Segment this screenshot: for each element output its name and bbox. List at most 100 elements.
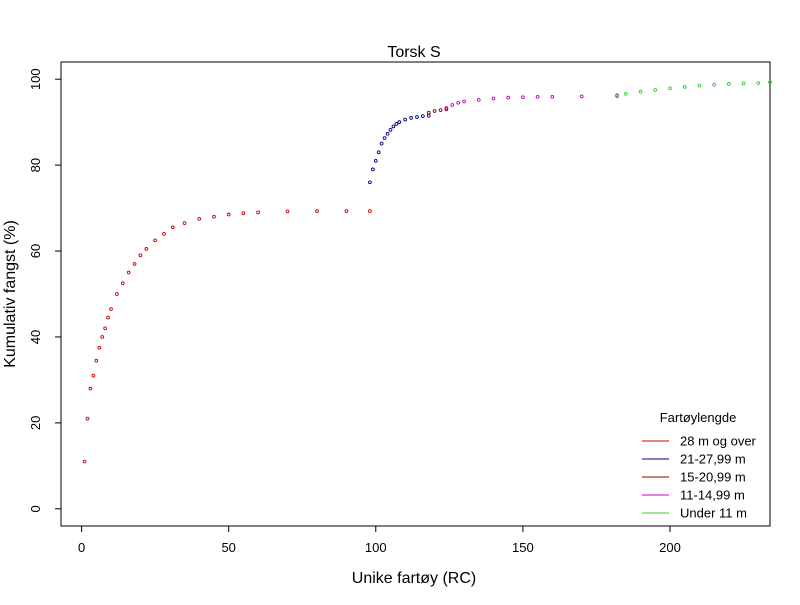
data-point: [403, 117, 408, 122]
data-point: [579, 94, 584, 99]
x-tick-label: 50: [221, 540, 235, 555]
data-point: [376, 150, 381, 155]
series-0: [82, 209, 372, 464]
x-tick-label: 100: [365, 540, 387, 555]
y-tick-label: 20: [28, 416, 43, 430]
data-point: [615, 93, 619, 97]
y-tick-label: 60: [28, 244, 43, 258]
data-point: [444, 106, 449, 110]
data-point: [138, 253, 143, 258]
data-point: [91, 373, 96, 378]
data-point: [456, 100, 461, 105]
data-point: [623, 91, 628, 96]
data-point: [653, 88, 658, 92]
data-point: [285, 209, 290, 214]
data-point: [100, 335, 105, 339]
data-point: [88, 386, 93, 391]
data-point: [415, 115, 419, 119]
data-point: [382, 136, 387, 140]
data-point: [162, 232, 166, 236]
series-3: [444, 94, 619, 110]
data-point: [438, 108, 443, 112]
data-point: [768, 80, 772, 85]
data-point: [462, 99, 466, 104]
data-point: [379, 141, 384, 146]
data-point: [212, 214, 216, 219]
data-point: [97, 345, 102, 350]
legend-label: 11-14,99 m: [680, 488, 745, 503]
x-tick-label: 150: [512, 540, 534, 555]
data-point: [385, 131, 390, 136]
data-point: [241, 211, 246, 216]
data-point: [82, 459, 87, 464]
y-axis-title: Kumulativ fangst (%): [2, 220, 19, 368]
x-axis-title: Unike fartøy (RC): [352, 570, 476, 587]
legend: Fartøylengde 28 m og over 21-27,99 m 15-20…: [642, 410, 757, 521]
data-point: [391, 124, 396, 129]
legend-title: Fartøylengde: [660, 410, 737, 425]
data-point: [226, 212, 231, 217]
data-point: [712, 82, 716, 87]
data-point: [109, 307, 113, 311]
data-point: [368, 209, 372, 213]
data-point: [144, 247, 149, 251]
data-point: [638, 89, 643, 94]
data-point: [450, 103, 455, 107]
series-4: [615, 80, 772, 97]
legend-label: Under 11 m: [680, 506, 747, 521]
data-point: [756, 81, 761, 85]
data-point: [476, 97, 481, 102]
data-point: [106, 315, 110, 320]
data-point: [726, 82, 731, 86]
data-point: [315, 209, 319, 213]
data-point: [506, 95, 511, 100]
data-point: [432, 109, 437, 113]
data-series: [82, 80, 772, 464]
data-point: [85, 416, 90, 421]
data-point: [426, 110, 431, 115]
plot-frame: [60, 61, 771, 527]
data-point: [394, 122, 399, 126]
legend-label: 21-27,99 m: [680, 452, 746, 467]
series-1: [368, 113, 431, 185]
data-point: [521, 95, 525, 100]
data-point: [344, 209, 349, 213]
data-point: [668, 86, 672, 91]
series-2: [426, 107, 449, 115]
data-point: [397, 120, 402, 124]
data-point: [126, 270, 131, 275]
legend-items: 28 m og over 21-27,99 m 15-20,99 m 11-14,99…: [642, 434, 757, 521]
x-axis: 0 50 100 150 200: [78, 526, 681, 555]
data-point: [741, 81, 746, 86]
legend-label: 15-20,99 m: [680, 470, 746, 485]
data-point: [373, 158, 378, 163]
data-point: [491, 96, 496, 101]
data-point: [132, 262, 137, 266]
data-point: [444, 107, 449, 112]
data-point: [153, 238, 157, 243]
y-axis: 0 20 40 60 80 100: [28, 68, 61, 512]
y-tick-label: 0: [28, 505, 43, 512]
data-point: [697, 83, 702, 88]
data-point: [388, 128, 393, 132]
data-point: [535, 94, 540, 99]
x-tick-label: 0: [78, 540, 85, 555]
data-point: [94, 358, 99, 363]
data-point: [115, 292, 119, 296]
legend-label: 28 m og over: [680, 434, 757, 449]
data-point: [368, 180, 372, 185]
y-tick-label: 40: [28, 330, 43, 344]
data-point: [421, 114, 425, 118]
data-point: [120, 281, 125, 286]
data-point: [170, 225, 175, 230]
y-tick-label: 80: [28, 158, 43, 172]
x-tick-label: 200: [659, 540, 681, 555]
data-point: [182, 221, 187, 225]
data-point: [682, 85, 687, 89]
data-point: [550, 94, 555, 99]
y-tick-label: 100: [28, 68, 43, 90]
data-point: [256, 210, 260, 215]
